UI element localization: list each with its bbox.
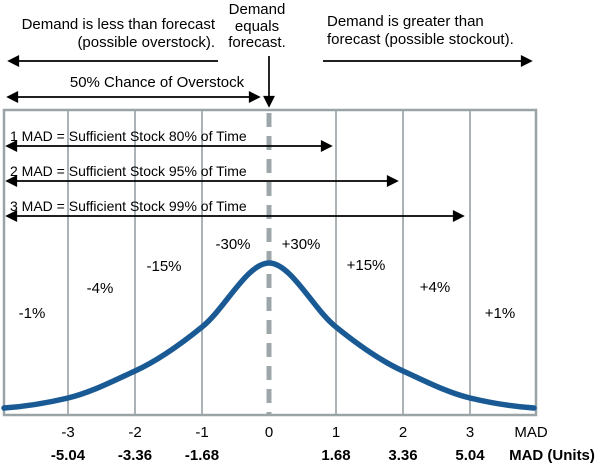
tick-mad-minus2: -2 — [128, 424, 142, 441]
region-label-minus1pct: -1% — [18, 305, 46, 322]
axis-label-mad: MAD — [514, 424, 548, 441]
tick-mad-plus2: 2 — [398, 424, 408, 441]
annotation-demand-less: Demand is less than forecast (possible o… — [22, 16, 215, 51]
annotation-demand-greater-line1: Demand is greater than — [327, 13, 484, 30]
mad2-band-label: 2 MAD = Sufficient Stock 95% of Time — [10, 163, 247, 179]
region-label-minus15pct: -15% — [146, 258, 182, 275]
region-label-plus1pct: +1% — [484, 305, 516, 322]
tick-units-minus504: -5.04 — [50, 447, 86, 464]
annotation-demand-equals-line3: forecast. — [228, 34, 286, 51]
region-label-plus15pct: +15% — [346, 257, 386, 274]
annotation-demand-equals-line2: equals — [234, 17, 280, 35]
tick-units-minus168: -1.68 — [184, 447, 220, 464]
demand-distribution-curve — [1, 260, 537, 411]
plot-border — [2, 108, 538, 417]
annotation-demand-greater-line2: forecast (possible stockout). — [327, 30, 514, 48]
tick-units-minus336: -3.36 — [117, 447, 153, 464]
tick-mad-zero: 0 — [264, 424, 274, 441]
mad1-band-label: 1 MAD = Sufficient Stock 80% of Time — [10, 128, 247, 144]
tick-mad-minus3: -3 — [61, 424, 75, 441]
annotation-demand-equals-line1: Demand — [228, 1, 286, 18]
tick-units-plus504: 5.04 — [455, 447, 485, 464]
axis-label-mad-units: MAD (Units) — [509, 447, 595, 464]
tick-mad-plus3: 3 — [465, 424, 475, 441]
annotation-demand-less-line2: (possible overstock). — [77, 33, 215, 51]
region-label-minus30pct: -30% — [215, 236, 251, 253]
overstock-chance-label: 50% Chance of Overstock — [69, 74, 245, 91]
mad3-band-label: 3 MAD = Sufficient Stock 99% of Time — [10, 198, 247, 214]
region-label-minus4pct: -4% — [86, 280, 114, 297]
region-label-plus4pct: +4% — [419, 279, 451, 296]
tick-mad-minus1: -1 — [195, 424, 209, 441]
tick-units-plus168: 1.68 — [321, 447, 351, 464]
annotation-arrows — [5, 55, 533, 222]
region-label-plus30pct: +30% — [281, 236, 321, 253]
tick-mad-plus1: 1 — [331, 424, 341, 441]
annotation-demand-equals: Demand equals forecast. — [197, 1, 317, 52]
annotation-demand-greater: Demand is greater than forecast (possibl… — [327, 13, 514, 48]
tick-units-plus336: 3.36 — [388, 447, 418, 464]
gridlines — [67, 111, 471, 414]
annotation-demand-less-line1: Demand is less than forecast — [21, 16, 215, 33]
